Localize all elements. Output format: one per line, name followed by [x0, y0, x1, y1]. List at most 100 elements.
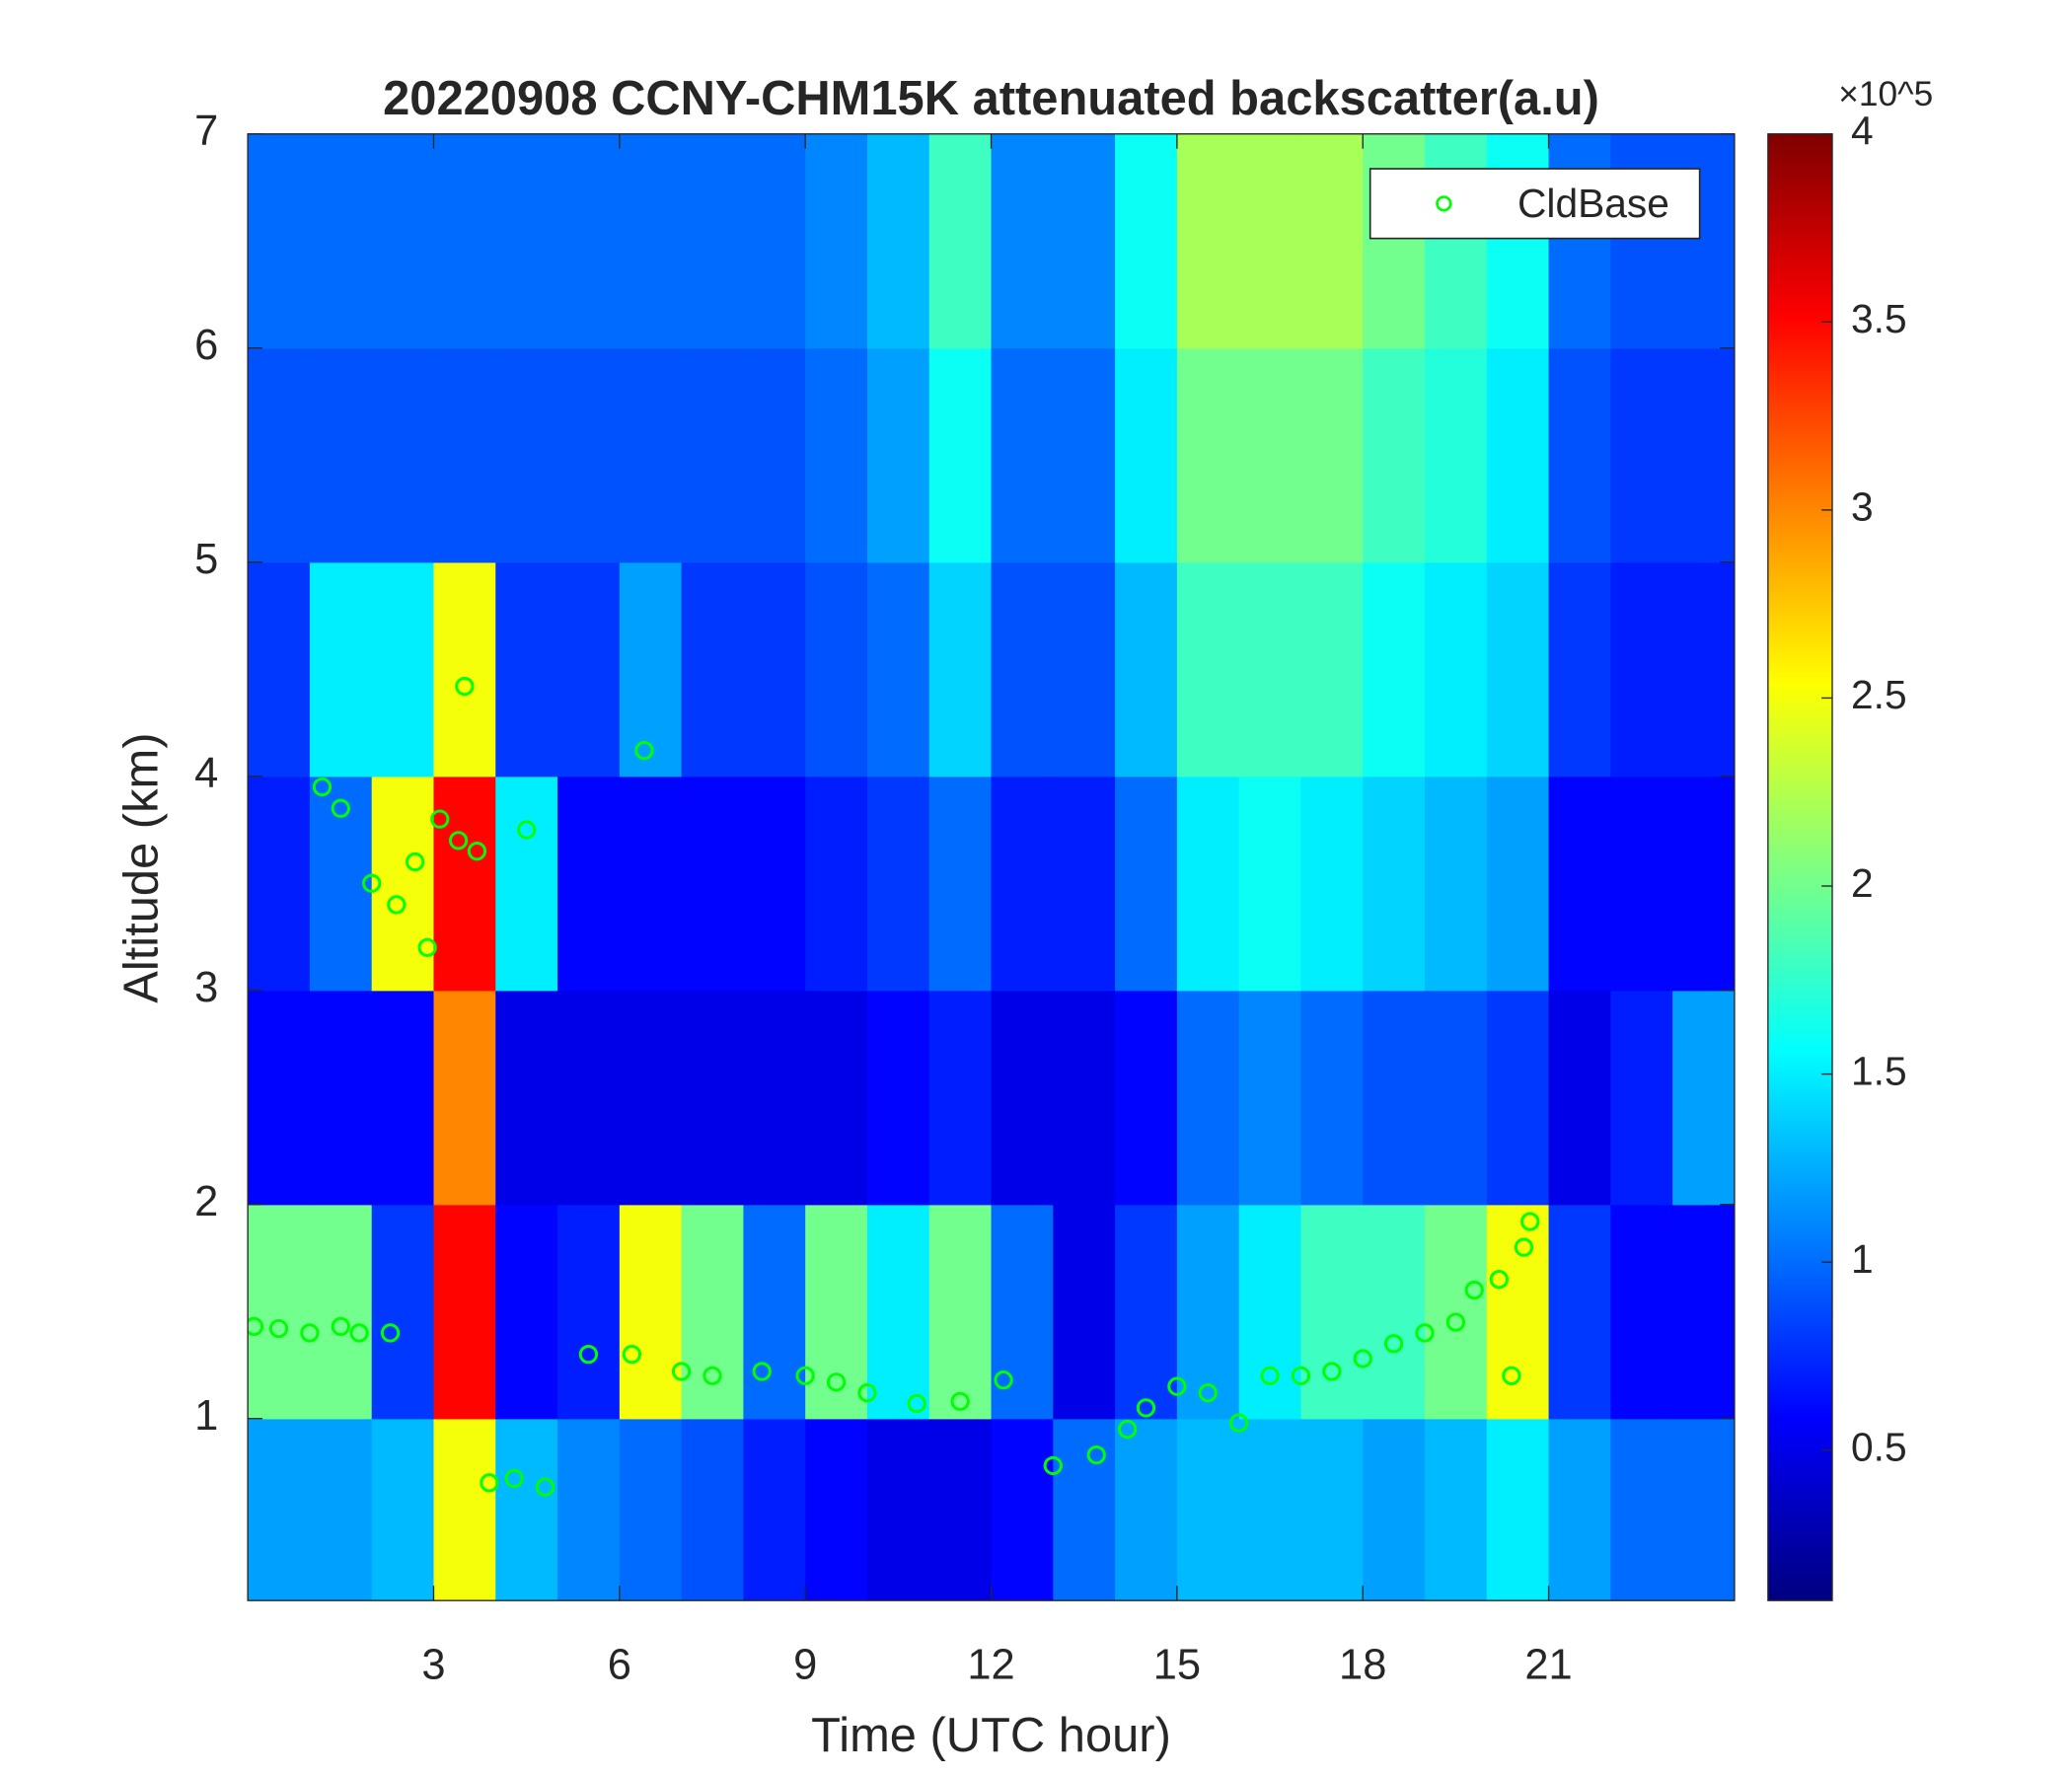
scatter-point: [703, 1366, 722, 1385]
scatter-point: [1520, 1212, 1540, 1231]
colorbar-tick-label: 2.5: [1851, 672, 1907, 717]
heatmap-cell: [495, 133, 558, 349]
heatmap-cell: [1610, 1204, 1673, 1420]
scatter-point: [1118, 1419, 1138, 1440]
heatmap-cell: [1238, 1418, 1302, 1601]
heatmap-cell: [743, 347, 806, 563]
scatter-point: [907, 1393, 926, 1414]
scatter-point: [826, 1372, 847, 1392]
scatter-point: [331, 1316, 350, 1337]
heatmap-cell: [371, 347, 435, 563]
heatmap-cell: [1300, 776, 1364, 992]
heatmap-cell: [433, 1204, 496, 1420]
heatmap-cell: [1115, 561, 1178, 777]
scatter-point: [1415, 1323, 1435, 1343]
scatter-point: [622, 1344, 642, 1365]
heatmap-cell: [1053, 561, 1116, 777]
scatter-point: [349, 1323, 369, 1343]
heatmap-cell: [1672, 561, 1735, 777]
heatmap-cell: [433, 133, 496, 349]
heatmap-cell: [866, 776, 930, 992]
colorbar-tick-label: 1.5: [1851, 1048, 1907, 1093]
heatmap-cell: [928, 1204, 993, 1420]
heatmap-cell: [1610, 133, 1673, 349]
heatmap-cell: [1363, 347, 1426, 563]
heatmap-cell: [991, 561, 1054, 777]
scatter-point: [1167, 1376, 1187, 1396]
heatmap-cell: [309, 990, 373, 1206]
heatmap-cell: [1425, 1418, 1488, 1601]
heatmap-cell: [743, 990, 806, 1206]
heatmap-cell: [1053, 133, 1116, 349]
x-tick-label: 6: [608, 1642, 631, 1689]
heatmap-cell: [1548, 776, 1612, 992]
scatter-point: [1229, 1413, 1249, 1433]
scatter-point: [578, 1344, 599, 1365]
heatmap-cell: [1238, 776, 1302, 992]
colorbar-tick-label: 4: [1851, 108, 1874, 153]
colorbar-tick-label: 3.5: [1851, 296, 1907, 341]
y-axis-label: Altitude (km): [115, 733, 169, 1003]
heatmap-cell: [805, 133, 868, 349]
heatmap-cell: [1425, 561, 1488, 777]
heatmap-cell: [1610, 1418, 1673, 1601]
scatter-point: [380, 1323, 401, 1343]
heatmap-cell: [1548, 133, 1612, 349]
heatmap-cell: [805, 347, 868, 563]
heatmap-cell: [1053, 1204, 1116, 1420]
heatmap-cell: [1115, 990, 1178, 1206]
scatter-point: [1353, 1349, 1372, 1369]
heatmap-cell: [1238, 133, 1302, 349]
heatmap-cell: [557, 1418, 621, 1601]
heatmap-cell: [928, 347, 993, 563]
legend: CldBase: [1369, 168, 1701, 240]
scatter-point: [455, 676, 475, 697]
heatmap-cell: [1363, 1418, 1426, 1601]
heatmap-cell: [1238, 561, 1302, 777]
heatmap-cell: [248, 1204, 311, 1420]
heatmap-cell: [991, 776, 1054, 992]
heatmap-cell: [309, 776, 373, 992]
heatmap-cell: [309, 133, 373, 349]
heatmap-cell: [1672, 1204, 1735, 1420]
heatmap-cell: [1486, 133, 1550, 349]
heatmap-cell: [557, 347, 621, 563]
heatmap-cell: [743, 776, 806, 992]
scatter-point: [857, 1383, 877, 1403]
scatter-point: [467, 842, 487, 861]
heatmap-cell: [371, 561, 435, 777]
heatmap-cell: [371, 1418, 435, 1601]
scatter-point: [1502, 1366, 1521, 1385]
heatmap-cell: [681, 990, 745, 1206]
heatmap-cell: [1363, 561, 1426, 777]
heatmap-cell: [619, 1418, 683, 1601]
heatmap-cell: [1672, 776, 1735, 992]
scatter-point: [950, 1391, 970, 1412]
heatmap-cell: [371, 990, 435, 1206]
legend-label: CldBase: [1517, 181, 1669, 226]
colorbar-tick-label: 3: [1851, 484, 1874, 530]
scatter-point: [448, 831, 469, 851]
heatmap-cell: [805, 776, 868, 992]
legend-marker: [1436, 195, 1452, 212]
heatmap-cell: [371, 1204, 435, 1420]
heatmap-cell: [495, 561, 558, 777]
heatmap-cell: [248, 776, 311, 992]
heatmap-cell: [495, 347, 558, 563]
heatmap-cell: [557, 561, 621, 777]
scatter-point: [1464, 1280, 1484, 1300]
scatter-point: [504, 1468, 524, 1489]
heatmap-cell: [928, 1418, 993, 1601]
heatmap-cell: [557, 990, 621, 1206]
heatmap-cell: [1238, 990, 1302, 1206]
heatmap-cell: [1053, 1418, 1116, 1601]
heatmap-cell: [1672, 347, 1735, 563]
heatmap-cell: [1425, 347, 1488, 563]
heatmap-cell: [1610, 776, 1673, 992]
heatmap-cell: [1115, 347, 1178, 563]
scatter-point: [430, 809, 450, 829]
heatmap-cell: [805, 1418, 868, 1601]
heatmap-cell: [1363, 776, 1426, 992]
scatter-point: [1383, 1334, 1404, 1354]
heatmap-cell: [619, 133, 683, 349]
